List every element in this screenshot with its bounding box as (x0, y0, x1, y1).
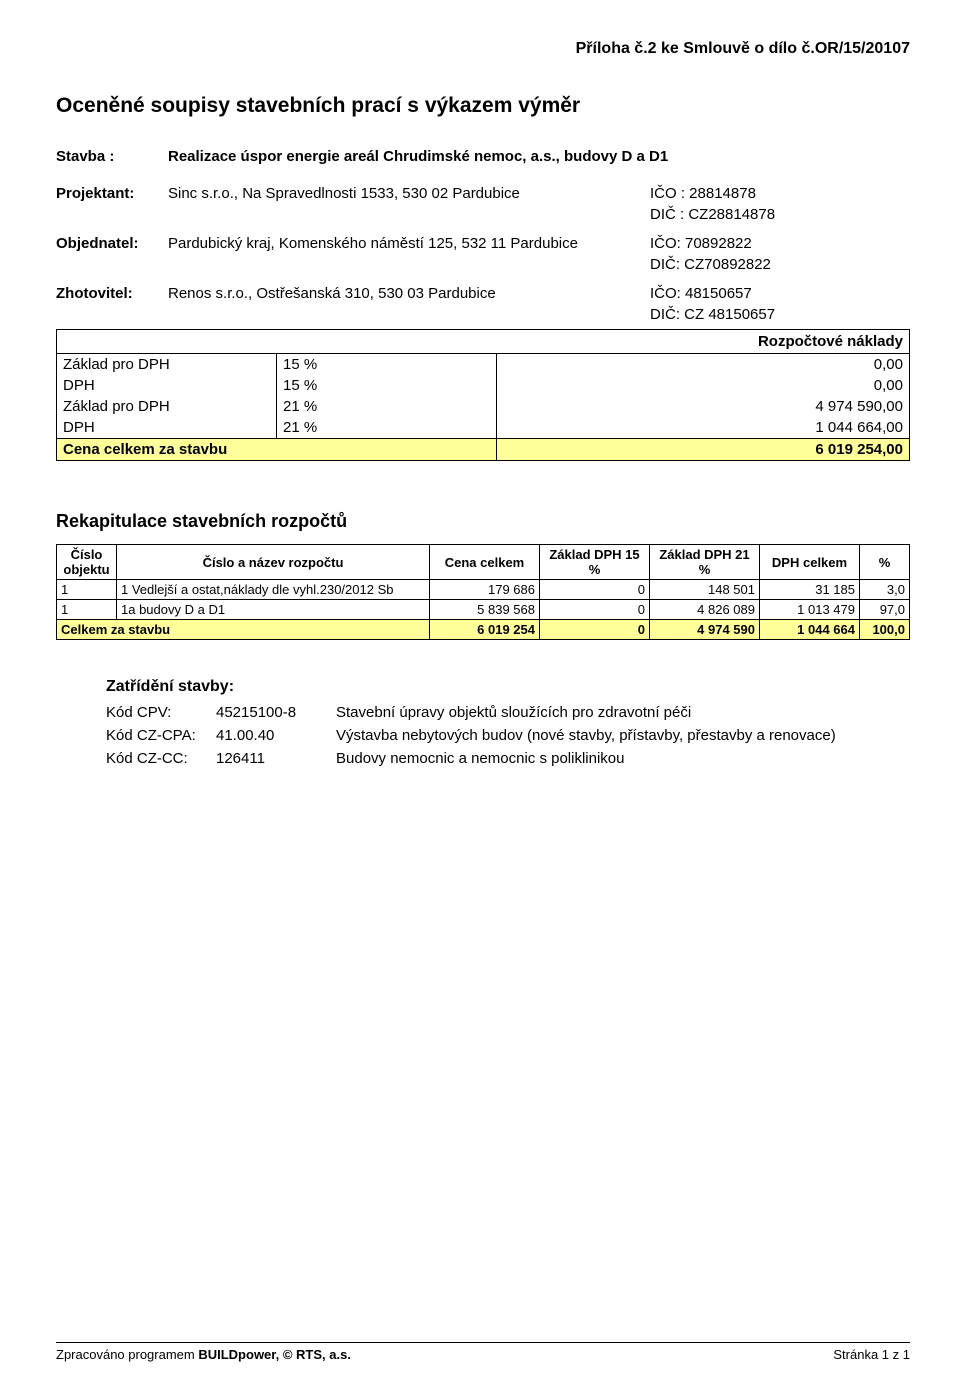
footer-right: Stránka 1 z 1 (833, 1347, 910, 1362)
attachment-reference: Příloha č.2 ke Smlouvě o dílo č.OR/15/20… (56, 40, 910, 58)
rn-value: 1 044 664,00 (497, 417, 910, 439)
classification-row: Kód CPV: 45215100-8 Stavební úpravy obje… (106, 704, 910, 721)
stavba-row: Stavba : Realizace úspor energie areál C… (56, 148, 910, 165)
rn-value: 4 974 590,00 (497, 396, 910, 417)
total-value: 6 019 254,00 (497, 439, 910, 461)
recap-total-row: Celkem za stavbu 6 019 254 0 4 974 590 1… (57, 620, 910, 640)
objednatel-dic: DIČ: CZ70892822 (650, 256, 910, 273)
col-percent: % (860, 545, 910, 580)
stavba-label: Stavba : (56, 148, 168, 165)
cell-pct: 97,0 (860, 600, 910, 620)
cell-b15: 0 (540, 580, 650, 600)
cell-vat: 31 185 (760, 580, 860, 600)
table-row: DPH 15 % 0,00 (57, 375, 910, 396)
zat-code: 45215100-8 (216, 704, 336, 721)
total-vat: 1 044 664 (760, 620, 860, 640)
col-vat-base-21: Základ DPH 21 % (650, 545, 760, 580)
zhotovitel-row: Zhotovitel: Renos s.r.o., Ostřešanská 31… (56, 285, 910, 302)
cell-obj: 1 (57, 580, 117, 600)
cell-obj: 1 (57, 600, 117, 620)
projektant-label: Projektant: (56, 185, 168, 202)
zat-label: Kód CZ-CPA: (106, 727, 216, 744)
projektant-dic: DIČ : CZ28814878 (650, 206, 910, 223)
objednatel-label: Objednatel: (56, 235, 168, 252)
projektant-dic-row: DIČ : CZ28814878 (56, 206, 910, 223)
rn-label: DPH (57, 417, 277, 439)
zhotovitel-ico: IČO: 48150657 (650, 285, 910, 302)
total-label: Celkem za stavbu (57, 620, 430, 640)
recap-header-row: Číslo objektu Číslo a název rozpočtu Cen… (57, 545, 910, 580)
page-footer: Zpracováno programem BUILDpower, © RTS, … (56, 1342, 910, 1362)
col-price-total: Cena celkem (430, 545, 540, 580)
rn-pct: 15 % (277, 375, 497, 396)
document-title: Oceněné soupisy stavebních prací s výkaz… (56, 94, 910, 118)
rn-label: DPH (57, 375, 277, 396)
total-pct: 100,0 (860, 620, 910, 640)
rn-value: 0,00 (497, 354, 910, 376)
cell-price: 179 686 (430, 580, 540, 600)
page: Příloha č.2 ke Smlouvě o dílo č.OR/15/20… (0, 0, 960, 1392)
table-row: DPH 21 % 1 044 664,00 (57, 417, 910, 439)
col-vat-total: DPH celkem (760, 545, 860, 580)
footer-left-b: BUILDpower, © RTS, a.s. (198, 1347, 351, 1362)
project-info: Stavba : Realizace úspor energie areál C… (56, 148, 910, 323)
total-b21: 4 974 590 (650, 620, 760, 640)
budget-costs-table: Rozpočtové náklady Základ pro DPH 15 % 0… (56, 329, 910, 461)
projektant-row: Projektant: Sinc s.r.o., Na Spravedlnost… (56, 185, 910, 202)
rn-pct: 21 % (277, 396, 497, 417)
cell-vat: 1 013 479 (760, 600, 860, 620)
total-price: 6 019 254 (430, 620, 540, 640)
table-row: Základ pro DPH 15 % 0,00 (57, 354, 910, 376)
rn-pct: 21 % (277, 417, 497, 439)
cell-name: 1a budovy D a D1 (117, 600, 430, 620)
table-row: Základ pro DPH 21 % 4 974 590,00 (57, 396, 910, 417)
objednatel-dic-row: DIČ: CZ70892822 (56, 256, 910, 273)
rn-value: 0,00 (497, 375, 910, 396)
zat-desc: Výstavba nebytových budov (nové stavby, … (336, 727, 910, 744)
footer-left: Zpracováno programem BUILDpower, © RTS, … (56, 1347, 351, 1362)
projektant-value: Sinc s.r.o., Na Spravedlnosti 1533, 530 … (168, 185, 650, 202)
objednatel-ico: IČO: 70892822 (650, 235, 910, 252)
cell-name: 1 Vedlejší a ostat,náklady dle vyhl.230/… (117, 580, 430, 600)
zat-code: 41.00.40 (216, 727, 336, 744)
zhotovitel-value: Renos s.r.o., Ostřešanská 310, 530 03 Pa… (168, 285, 650, 302)
classification-title: Zatřídění stavby: (106, 678, 910, 696)
col-budget-name: Číslo a název rozpočtu (117, 545, 430, 580)
col-object-number: Číslo objektu (57, 545, 117, 580)
objednatel-value: Pardubický kraj, Komenského náměstí 125,… (168, 235, 650, 252)
table-row: 1 1 Vedlejší a ostat,náklady dle vyhl.23… (57, 580, 910, 600)
zat-label: Kód CZ-CC: (106, 750, 216, 767)
classification-row: Kód CZ-CPA: 41.00.40 Výstavba nebytových… (106, 727, 910, 744)
total-label: Cena celkem za stavbu (57, 439, 497, 461)
footer-left-a: Zpracováno programem (56, 1347, 198, 1362)
rn-label: Základ pro DPH (57, 354, 277, 376)
cell-b15: 0 (540, 600, 650, 620)
zat-label: Kód CPV: (106, 704, 216, 721)
total-b15: 0 (540, 620, 650, 640)
stavba-value: Realizace úspor energie areál Chrudimské… (168, 148, 910, 165)
zhotovitel-label: Zhotovitel: (56, 285, 168, 302)
zat-desc: Budovy nemocnic a nemocnic s polikliniko… (336, 750, 910, 767)
zhotovitel-dic-row: DIČ: CZ 48150657 (56, 306, 910, 323)
rn-pct: 15 % (277, 354, 497, 376)
cell-pct: 3,0 (860, 580, 910, 600)
rn-label: Základ pro DPH (57, 396, 277, 417)
budget-costs-header: Rozpočtové náklady (57, 330, 910, 354)
table-row: 1 1a budovy D a D1 5 839 568 0 4 826 089… (57, 600, 910, 620)
zhotovitel-dic: DIČ: CZ 48150657 (650, 306, 910, 323)
cell-price: 5 839 568 (430, 600, 540, 620)
total-row: Cena celkem za stavbu 6 019 254,00 (57, 439, 910, 461)
recap-table: Číslo objektu Číslo a název rozpočtu Cen… (56, 544, 910, 640)
classification-row: Kód CZ-CC: 126411 Budovy nemocnic a nemo… (106, 750, 910, 767)
zat-desc: Stavební úpravy objektů sloužících pro z… (336, 704, 910, 721)
cell-b21: 148 501 (650, 580, 760, 600)
projektant-ico: IČO : 28814878 (650, 185, 910, 202)
cell-b21: 4 826 089 (650, 600, 760, 620)
zat-code: 126411 (216, 750, 336, 767)
col-vat-base-15: Základ DPH 15 % (540, 545, 650, 580)
recap-title: Rekapitulace stavebních rozpočtů (56, 511, 910, 532)
objednatel-row: Objednatel: Pardubický kraj, Komenského … (56, 235, 910, 252)
